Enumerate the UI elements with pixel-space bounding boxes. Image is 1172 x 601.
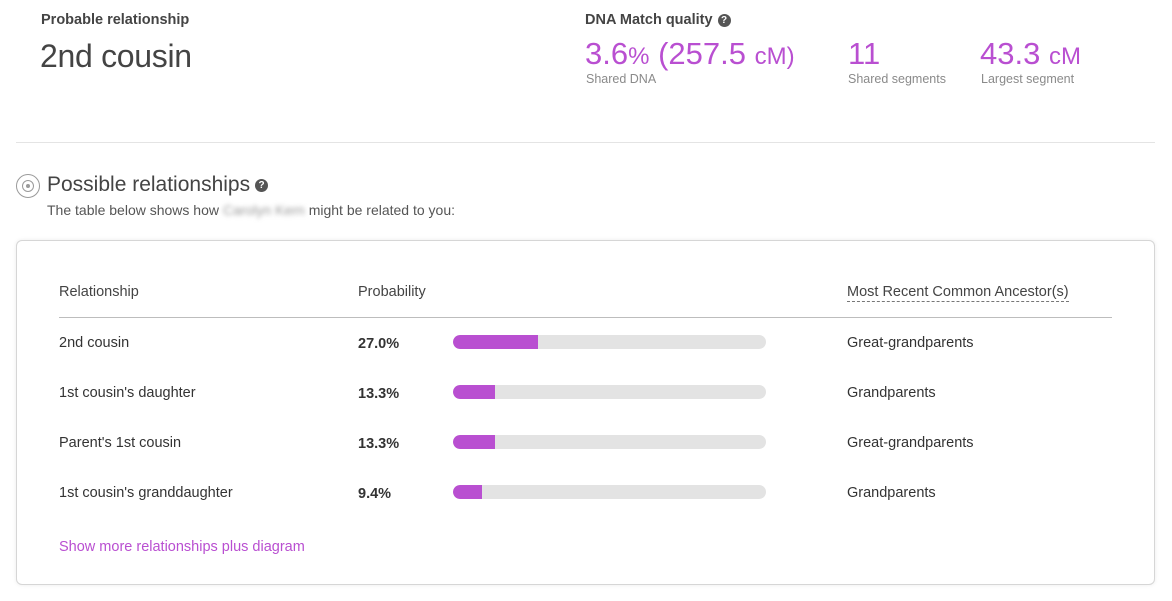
row-probability: 13.3%: [358, 436, 400, 452]
shared-segments-label: Shared segments: [848, 72, 946, 86]
probability-bar-fill: [453, 485, 483, 499]
target-circle-icon: [16, 174, 40, 198]
match-name[interactable]: Carolyn Kern: [223, 202, 305, 218]
header-mrca[interactable]: Most Recent Common Ancestor(s): [847, 284, 1069, 302]
row-relationship: 1st cousin's daughter: [59, 385, 196, 401]
intro-suffix: might be related to you:: [308, 202, 456, 218]
largest-segment-label: Largest segment: [981, 72, 1075, 86]
show-more-relationships-link[interactable]: Show more relationships plus diagram: [59, 539, 305, 555]
probability-bar-fill: [453, 385, 495, 399]
probable-relationship-label: Probable relationship: [41, 12, 190, 28]
possible-relationships-text: Possible relationships: [47, 173, 251, 196]
percent-sign: %: [628, 43, 650, 70]
shared-cm-unit: cM): [754, 43, 795, 70]
shared-segments-value: 11: [848, 36, 881, 71]
row-mrca: Grandparents: [847, 485, 936, 501]
row-probability: 9.4%: [358, 486, 392, 502]
largest-segment-unit: cM: [1048, 43, 1081, 70]
dna-match-quality-label: DNA Match quality?: [585, 12, 731, 28]
probability-bar-fill: [453, 435, 495, 449]
possible-relationships-title: Possible relationships?: [47, 173, 269, 197]
dna-match-quality-text: DNA Match quality: [585, 12, 713, 28]
largest-segment-value: 43.3 cM: [980, 38, 1081, 69]
probability-bar: [453, 485, 766, 499]
section-divider: [16, 142, 1155, 143]
row-relationship: 2nd cousin: [59, 335, 130, 351]
possible-relationships-intro: The table below shows how Carolyn Kern mig…: [47, 202, 455, 218]
row-relationship: Parent's 1st cousin: [59, 435, 182, 451]
help-icon[interactable]: ?: [717, 14, 731, 27]
shared-percent: 3.6: [585, 36, 629, 71]
shared-dna-label: Shared DNA: [586, 72, 657, 86]
probability-bar: [453, 335, 766, 349]
probability-bar-fill: [453, 335, 538, 349]
help-icon[interactable]: ?: [255, 179, 269, 192]
intro-prefix: The table below shows how: [47, 202, 219, 218]
probable-relationship-value: 2nd cousin: [40, 38, 192, 74]
row-relationship: 1st cousin's granddaughter: [59, 485, 233, 501]
table-header-rule: [59, 317, 1112, 318]
relationships-card: [16, 240, 1155, 585]
largest-segment-number: 43.3: [980, 36, 1041, 71]
row-probability: 13.3%: [358, 386, 400, 402]
probability-bar: [453, 435, 766, 449]
header-relationship: Relationship: [59, 284, 139, 300]
row-mrca: Great-grandparents: [847, 435, 974, 451]
row-mrca: Grandparents: [847, 385, 936, 401]
shared-cm-open: (257.5: [658, 36, 746, 71]
shared-dna-value: 3.6% (257.5 cM): [585, 38, 795, 69]
probability-bar: [453, 385, 766, 399]
header-probability: Probability: [358, 284, 426, 300]
row-probability: 27.0%: [358, 336, 400, 352]
row-mrca: Great-grandparents: [847, 335, 974, 351]
